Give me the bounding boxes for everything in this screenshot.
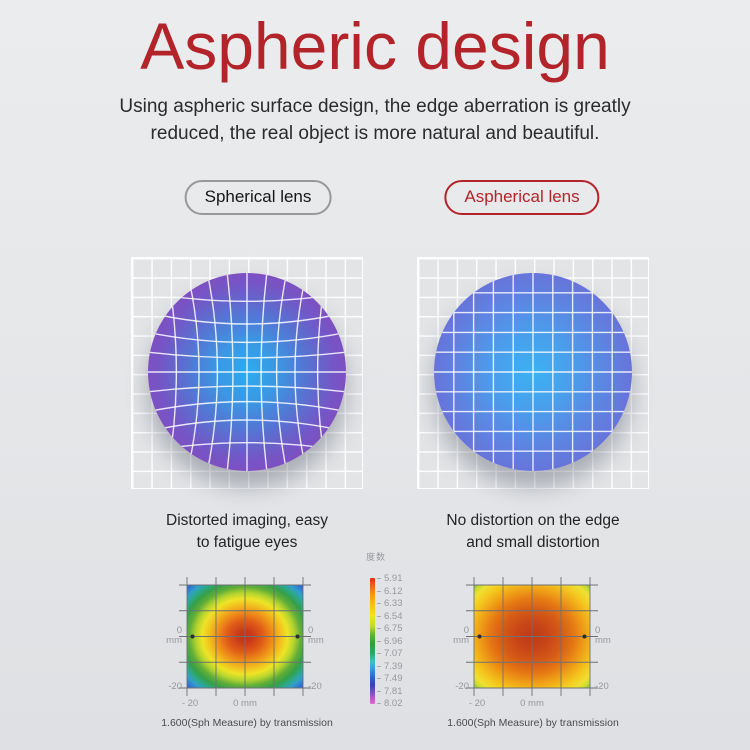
spherical-caption-line-1: Distorted imaging, easy (166, 512, 328, 529)
legend-tick-labels: 5.91 6.12 6.33 6.54 6.75 6.96 7.07 7.39 … (377, 573, 403, 709)
x-axis-zero: 0 mm (520, 698, 544, 709)
colorbar (370, 578, 375, 704)
legend-row: 7.07 (377, 648, 403, 659)
aspherical-caption: No distortion on the edge and small dist… (417, 510, 649, 555)
y-axis-label-right: 0 mm (308, 625, 324, 647)
power-colorbar-legend: 度数 5.91 6.12 6.33 6.54 6.75 6.96 7.07 7.… (355, 548, 435, 718)
aspherical-lens-panel (417, 257, 649, 489)
y-axis-neg20-left: -20 (168, 681, 182, 692)
tick-mark (377, 678, 381, 679)
legend-row: 6.96 (377, 636, 403, 647)
y-axis-label-left: 0 mm (166, 625, 182, 647)
page-title: Aspheric design (140, 9, 610, 83)
zero-line-marker (295, 634, 300, 639)
tick-mark (377, 615, 381, 617)
aspherical-lens-circle (434, 273, 632, 471)
aspherical-caption-line-1: No distortion on the edge (446, 512, 620, 529)
legend-row: 8.02 (377, 698, 403, 709)
x-axis-neg20: - 20 (181, 698, 199, 709)
zero-line-marker (190, 634, 195, 639)
y-axis-label-left: 0 mm (453, 625, 469, 647)
tick-mark (377, 653, 381, 654)
legend-row: 5.91 (377, 573, 403, 584)
x-axis-neg20: - 20 (468, 698, 486, 709)
subtitle-line-2: reduced, the real object is more natural… (150, 122, 600, 144)
aspherical-lens-badge: Aspherical lens (444, 180, 600, 215)
regular-grid (434, 273, 632, 471)
subtitle-line-1: Using aspheric surface design, the edge … (119, 96, 631, 117)
spherical-lens-circle (148, 273, 346, 471)
spherical-heatmap-caption: 1.600(Sph Measure) by transmission (161, 717, 333, 729)
aspherical-power-heatmap: 0 mm 0 mm -20 -20 - 20 0 mm (437, 570, 627, 720)
tick-mark (377, 665, 381, 667)
zero-line-marker (477, 634, 482, 639)
tick-mark (377, 628, 381, 629)
tick-mark (377, 640, 381, 642)
tick-mark (377, 578, 381, 579)
legend-title: 度数 (365, 552, 386, 562)
heatmap-grid (466, 577, 598, 696)
tick-mark (377, 690, 381, 692)
zero-line-marker (582, 634, 587, 639)
tick-mark (377, 590, 381, 592)
legend-row: 7.49 (377, 673, 403, 684)
y-axis-neg20-right: -20 (308, 681, 322, 692)
legend-row: 6.75 (377, 623, 403, 634)
y-axis-label-right: 0 mm (595, 625, 611, 647)
spherical-power-heatmap: 0 mm 0 mm -20 -20 - 20 0 mm (150, 570, 340, 720)
y-axis-neg20-right: -20 (595, 681, 609, 692)
legend-row: 7.39 (377, 661, 403, 672)
spherical-lens-badge: Spherical lens (184, 180, 332, 215)
legend-row: 6.12 (377, 586, 403, 597)
page-subtitle: Using aspheric surface design, the edge … (0, 94, 750, 148)
tick-mark (377, 703, 381, 704)
legend-row: 6.54 (377, 611, 403, 622)
aspherical-caption-line-2: and small distortion (466, 534, 600, 552)
spherical-lens-panel (131, 257, 363, 489)
distorted-grid (148, 273, 346, 471)
spherical-caption-line-2: to fatigue eyes (196, 534, 298, 552)
legend-row: 6.33 (377, 598, 403, 609)
tick-mark (377, 603, 381, 604)
y-axis-neg20-left: -20 (455, 681, 469, 692)
legend-row: 7.81 (377, 686, 403, 697)
heatmap-grid (179, 577, 311, 696)
x-axis-zero: 0 mm (233, 698, 257, 709)
aspherical-heatmap-caption: 1.600(Sph Measure) by transmission (447, 717, 619, 729)
spherical-caption: Distorted imaging, easy to fatigue eyes (131, 510, 363, 555)
